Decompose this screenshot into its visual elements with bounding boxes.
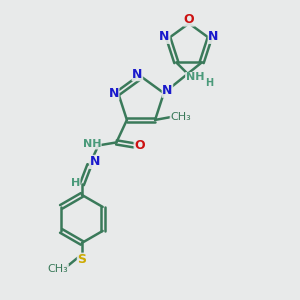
Text: N: N	[208, 30, 219, 43]
Text: CH₃: CH₃	[170, 112, 191, 122]
Text: N: N	[162, 84, 172, 97]
Text: CH₃: CH₃	[47, 264, 68, 274]
Text: O: O	[184, 13, 194, 26]
Text: N: N	[90, 155, 100, 168]
Text: NH: NH	[82, 139, 101, 149]
Text: NH: NH	[186, 73, 204, 82]
Text: H: H	[205, 79, 213, 88]
Text: N: N	[159, 30, 170, 43]
Text: S: S	[77, 253, 86, 266]
Text: H: H	[71, 178, 80, 188]
Text: N: N	[132, 68, 142, 81]
Text: N: N	[109, 87, 119, 100]
Text: O: O	[134, 139, 145, 152]
